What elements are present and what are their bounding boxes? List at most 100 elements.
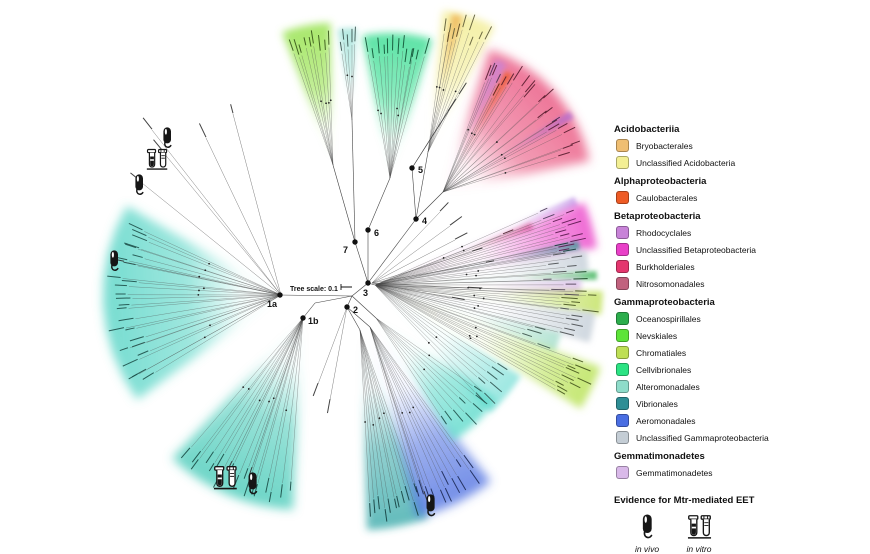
internal-node-dot <box>496 141 498 143</box>
internal-node-dot <box>470 337 472 339</box>
internal-node-dot <box>409 412 411 414</box>
internal-node-dot <box>397 115 399 117</box>
legend-swatch <box>616 156 629 169</box>
in-vitro-icon <box>687 514 712 540</box>
legend-group-header: Acidobacteriia <box>614 124 870 135</box>
tip-label-mark <box>440 202 448 211</box>
internal-node-dot <box>477 305 479 307</box>
legend-item: Nevskiales <box>616 329 870 342</box>
tree-node-label: 1a <box>267 299 278 309</box>
evidence-section: Evidence for Mtr-mediated EET in vivo in… <box>614 495 870 554</box>
internal-node-dot <box>443 257 445 259</box>
internal-node-dot <box>466 274 468 276</box>
in-vitro-icon <box>147 150 167 170</box>
legend-swatch <box>616 363 629 376</box>
in-vivo-icon <box>163 127 171 147</box>
internal-node-dot <box>242 386 244 388</box>
legend-item: Burkholderiales <box>616 260 870 273</box>
legend-swatch <box>616 466 629 479</box>
internal-node-dot <box>396 108 398 110</box>
legend-item-label: Nitrosomonadales <box>636 279 705 289</box>
internal-node-dot <box>423 368 425 370</box>
tip-label-mark <box>313 383 318 396</box>
internal-node-dot <box>469 335 471 337</box>
internal-node-dot <box>320 100 322 102</box>
tip-label-mark <box>143 118 152 129</box>
internal-node-dot <box>436 86 438 88</box>
internal-node-dot <box>372 424 374 426</box>
legend-item-label: Gemmatimonadetes <box>636 468 713 478</box>
legend-item: Unclassified Gammaproteobacteria <box>616 431 870 444</box>
tip-label-mark <box>199 123 206 137</box>
legend-item: Bryobacterales <box>616 139 870 152</box>
internal-node-dot <box>379 417 381 419</box>
backbone-segment <box>280 295 352 296</box>
internal-node-dot <box>476 336 478 338</box>
tree-node-dot <box>365 280 370 285</box>
evidence-icons-row: in vivo in vitro <box>614 514 870 554</box>
legend-groups: Acidobacteriia Bryobacterales Unclassified… <box>614 124 870 479</box>
internal-node-dot <box>285 409 287 411</box>
legend-group-header: Gemmatimonadetes <box>614 451 870 462</box>
legend-swatch <box>616 431 629 444</box>
legend: Acidobacteriia Bryobacterales Unclassified… <box>614 124 870 554</box>
legend-group: Gemmatimonadetes Gemmatimonadetes <box>614 451 870 479</box>
legend-swatch <box>616 329 629 342</box>
tree-node-label: 2 <box>353 305 358 315</box>
evidence-header: Evidence for Mtr-mediated EET <box>614 495 870 506</box>
legend-item: Alteromonadales <box>616 380 870 393</box>
internal-node-dot <box>198 276 200 278</box>
legend-item: Aeromonadales <box>616 414 870 427</box>
internal-node-dot <box>435 336 437 338</box>
legend-group-header: Betaproteobacteria <box>614 211 870 222</box>
legend-swatch <box>616 277 629 290</box>
internal-node-dot <box>401 412 403 414</box>
tip-label-mark <box>355 27 356 42</box>
legend-item-label: Unclassified Gammaproteobacteria <box>636 433 769 443</box>
legend-item-label: Unclassified Betaproteobacteria <box>636 245 756 255</box>
internal-node-dot <box>383 412 385 414</box>
tip-label-mark <box>231 104 233 113</box>
branch-line <box>318 307 347 384</box>
legend-swatch <box>616 243 629 256</box>
legend-group-header: Gammaproteobacteria <box>614 297 870 308</box>
internal-node-dot <box>412 407 414 409</box>
legend-item: Unclassified Acidobacteria <box>616 156 870 169</box>
legend-item: Gemmatimonadetes <box>616 466 870 479</box>
tree-node-dot <box>300 315 305 320</box>
backbone-segment <box>355 242 368 283</box>
tip-label-mark <box>327 399 330 413</box>
legend-item-label: Chromatiales <box>636 348 686 358</box>
internal-node-dot <box>501 154 503 156</box>
legend-item: Cellvibrionales <box>616 363 870 376</box>
internal-node-dot <box>273 397 275 399</box>
tip-label-mark <box>325 40 326 50</box>
internal-node-dot <box>203 287 205 289</box>
tip-label-mark <box>455 233 467 239</box>
legend-item-label: Caulobacterales <box>636 193 697 203</box>
legend-swatch <box>616 380 629 393</box>
internal-node-dot <box>467 129 469 131</box>
internal-node-dot <box>204 269 206 271</box>
legend-item-label: Rhodocyclales <box>636 228 691 238</box>
tree-node-dot <box>365 227 370 232</box>
legend-item: Nitrosomonadales <box>616 277 870 290</box>
internal-node-dot <box>475 327 477 329</box>
legend-swatch <box>616 397 629 410</box>
legend-item-label: Burkholderiales <box>636 262 695 272</box>
internal-node-dot <box>346 74 348 76</box>
backbone-segment <box>347 307 370 327</box>
legend-swatch <box>616 260 629 273</box>
legend-item: Caulobacterales <box>616 191 870 204</box>
tree-node-dot <box>409 165 414 170</box>
tree-scale-label: Tree scale: 0.1 <box>290 286 338 293</box>
internal-node-dot <box>461 246 463 248</box>
legend-swatch <box>616 346 629 359</box>
internal-node-dot <box>259 400 261 402</box>
legend-group-header: Alphaproteobacteria <box>614 176 870 187</box>
internal-node-dot <box>208 263 210 265</box>
internal-node-dot <box>504 157 506 159</box>
tree-node-label: 7 <box>343 245 348 255</box>
backbone-segment <box>352 120 355 242</box>
